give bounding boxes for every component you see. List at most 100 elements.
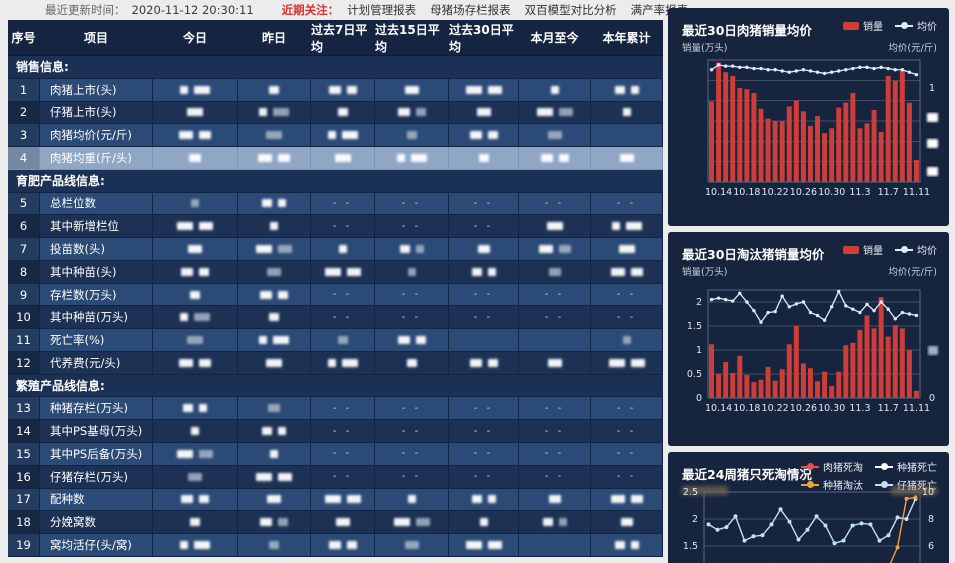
metric-label: 种猪存栏(万头) [40, 397, 153, 421]
chart-legend: 肉猪死淘 种猪死亡 种猪淘汰 仔猪死亡 [801, 459, 937, 492]
report-link-sow-inventory[interactable]: 母猪场存栏报表 [430, 3, 511, 17]
data-cell [449, 260, 519, 284]
table-row[interactable]: 13 种猪存栏(万头) - -- -- -- -- - [8, 397, 663, 421]
data-cell [153, 420, 238, 444]
redacted-value [404, 540, 419, 549]
redacted-value [327, 358, 336, 367]
cull-sales-chart-svg: 10.14 10.18 10.22 10.26 10.30 11.3 11.7 11.11 2 1… [687, 289, 938, 414]
table-row[interactable]: 2 仔猪上市(头) [8, 101, 663, 125]
data-cell [519, 488, 591, 512]
y-right-axis-label: 均价(元/斤) [888, 267, 937, 278]
redacted-value [188, 472, 202, 481]
legend-item-均价[interactable]: 均价 [895, 18, 937, 33]
legend-item-销量[interactable]: 销量 [843, 242, 883, 257]
pig-sales-chart-svg: 10.14 10.18 10.22 10.26 10.30 11.3 11.7 11.11 1 [705, 59, 938, 198]
table-row[interactable]: 3 肉猪均价(元/斤) [8, 124, 663, 148]
metric-label: 仔猪存栏(万头) [40, 465, 153, 489]
metric-label: 其中PS基母(万头) [40, 420, 153, 444]
table-row[interactable]: 5 总栏位数 - -- -- -- -- - [8, 192, 663, 216]
data-cell [375, 488, 449, 512]
table-row[interactable]: 19 窝均活仔(头/窝) [8, 534, 663, 557]
svg-text:10.30: 10.30 [818, 403, 845, 414]
row-number: 9 [8, 283, 40, 307]
redacted-value [270, 222, 278, 231]
redacted-value [406, 358, 417, 367]
redacted-value [471, 267, 482, 276]
redacted-value [346, 540, 357, 549]
svg-text:10.26: 10.26 [790, 403, 817, 414]
report-link-model-compare[interactable]: 双百模型对比分析 [524, 3, 617, 17]
svg-text:10.22: 10.22 [762, 403, 789, 414]
table-row[interactable]: 17 配种数 [8, 488, 663, 512]
table-row[interactable]: 4 肉猪均重(斤/头) [8, 147, 663, 170]
line-legend-symbol [875, 463, 893, 470]
redacted-value [487, 540, 502, 549]
table-row[interactable]: 16 仔猪存栏(万头) - -- -- -- -- - [8, 465, 663, 489]
metric-label: 投苗数(头) [40, 238, 153, 261]
table-row[interactable]: 6 其中新增栏位 - -- -- - [8, 215, 663, 239]
svg-text:11.7: 11.7 [878, 187, 899, 198]
svg-text:11.11: 11.11 [903, 403, 930, 414]
table-row[interactable]: 7 投苗数(头) [8, 238, 663, 261]
y-right-axis-label-redacted [891, 486, 937, 495]
data-cell [153, 306, 238, 330]
chart-panel-pig-sales: 最近30日肉猪销量均价 销量 均价 销量(万头) 均价(元/斤) 10.14 10.… [668, 8, 949, 226]
redacted-value [630, 85, 639, 94]
data-cell: - - [311, 397, 375, 421]
table-row[interactable]: 15 其中PS后备(万头) - -- -- -- -- - [8, 443, 663, 466]
table-row[interactable]: 11 死亡率(%) [8, 329, 663, 352]
redacted-value [536, 108, 553, 117]
redacted-value [393, 518, 410, 527]
data-cell [591, 124, 663, 148]
line-legend-symbol [875, 481, 893, 488]
data-cell [375, 351, 449, 375]
svg-text:11.3: 11.3 [849, 187, 870, 198]
chart-legend: 销量 均价 [843, 242, 937, 257]
redacted-value [327, 131, 336, 140]
legend-item-种猪死亡[interactable]: 种猪死亡 [875, 459, 937, 474]
data-cell [153, 511, 238, 535]
data-cell [591, 147, 663, 170]
redacted-value [478, 153, 489, 162]
table-row[interactable]: 1 肉猪上市(头) [8, 78, 663, 102]
redacted-value [273, 336, 289, 345]
redacted-value [273, 108, 289, 117]
data-cell [153, 465, 238, 489]
table-row[interactable]: 8 其中种苗(头) [8, 260, 663, 284]
table-row[interactable]: 18 分娩窝数 [8, 511, 663, 535]
redacted-value [334, 153, 351, 162]
redacted-value [625, 222, 642, 231]
data-cell [519, 511, 591, 535]
legend-item-种猪淘汰[interactable]: 种猪淘汰 [801, 477, 863, 492]
redacted-value [328, 85, 341, 94]
data-cell [375, 124, 449, 148]
redacted-value [328, 540, 341, 549]
data-cell: - - [449, 465, 519, 489]
table-row[interactable]: 10 其中种苗(万头) - -- -- -- -- - [8, 306, 663, 330]
column-header: 过去7日平均 [311, 20, 375, 56]
redacted-value [630, 358, 645, 367]
svg-text:1.5: 1.5 [683, 541, 698, 552]
table-row[interactable]: 14 其中PS基母(万头) - -- -- -- -- - [8, 420, 663, 444]
table-row[interactable]: 9 存栏数(万头) - -- -- -- -- - [8, 283, 663, 307]
legend-item-均价[interactable]: 均价 [895, 242, 937, 257]
redacted-value [550, 85, 559, 94]
data-cell [311, 147, 375, 170]
report-link-plan[interactable]: 计划管理报表 [347, 3, 417, 17]
redacted-value [177, 222, 193, 231]
data-cell [375, 238, 449, 261]
data-cell [519, 124, 591, 148]
data-cell [311, 329, 375, 352]
data-cell [519, 215, 591, 239]
redacted-value [199, 222, 213, 231]
legend-item-肉猪死淘[interactable]: 肉猪死淘 [801, 459, 863, 474]
legend-item-仔猪死亡[interactable]: 仔猪死亡 [875, 477, 937, 492]
legend-item-销量[interactable]: 销量 [843, 18, 883, 33]
data-cell [238, 238, 311, 261]
data-cell [238, 420, 311, 444]
row-number: 7 [8, 238, 40, 261]
redacted-value [540, 153, 553, 162]
metric-label: 配种数 [40, 488, 153, 512]
table-row[interactable]: 12 代养费(元/头) [8, 351, 663, 375]
svg-text:10.22: 10.22 [762, 187, 789, 198]
